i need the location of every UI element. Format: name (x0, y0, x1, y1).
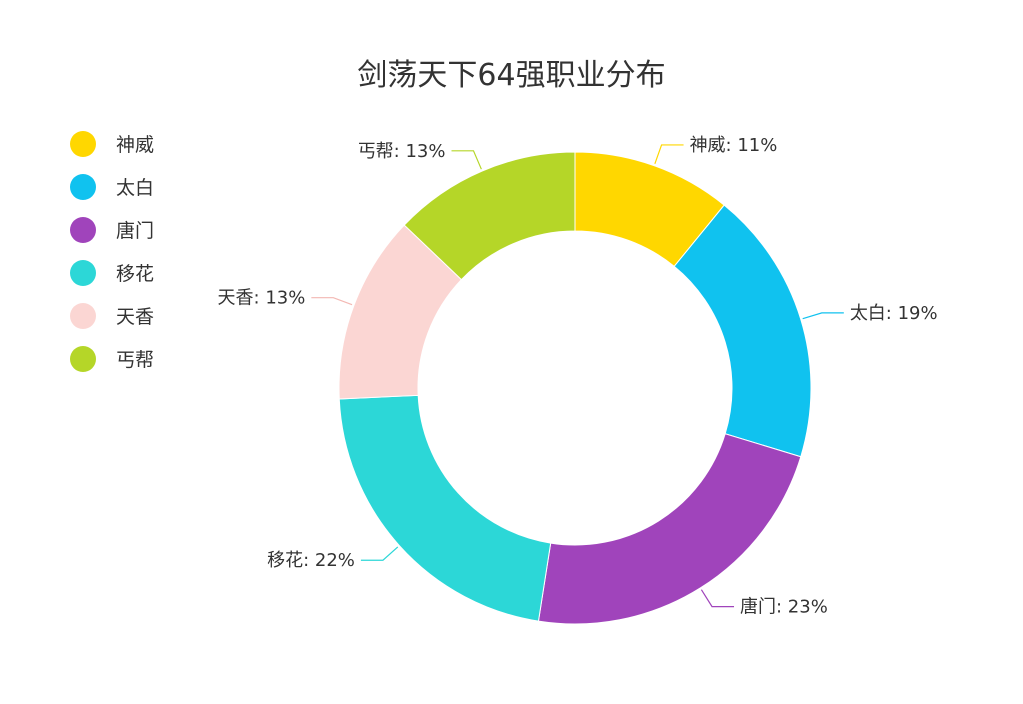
legend-item-yihua[interactable]: 移花 (70, 251, 154, 294)
chart-title: 剑荡天下64强职业分布 (357, 58, 666, 93)
legend-label-tianxiang: 天香 (116, 306, 155, 328)
slice-label-yihua: 移花: 22% (267, 550, 355, 571)
legend-swatch-yihua (70, 259, 96, 286)
slice-tangmen[interactable] (537, 433, 802, 625)
legend-item-tianxiang[interactable]: 天香 (70, 294, 154, 337)
legend-label-tangmen: 唐门 (116, 220, 155, 242)
legend-item-tangmen[interactable]: 唐门 (70, 208, 154, 251)
legend-item-taibai[interactable]: 太白 (70, 165, 154, 208)
slice-taibai[interactable] (673, 204, 812, 458)
legend-swatch-tangmen (70, 216, 96, 243)
legend: 神威 太白 唐门 移花 天香 丐帮 (70, 122, 154, 380)
slice-label-gaibang: 丐帮: 13% (358, 141, 446, 162)
leader-line-shenwei (654, 144, 684, 164)
legend-item-gaibang[interactable]: 丐帮 (70, 337, 154, 380)
slice-label-taibai: 太白: 19% (850, 303, 938, 324)
legend-label-shenwei: 神威 (116, 134, 155, 156)
legend-label-gaibang: 丐帮 (116, 349, 155, 371)
leader-line-taibai (802, 312, 844, 320)
legend-label-yihua: 移花 (116, 263, 155, 285)
leader-line-tianxiang (311, 297, 353, 306)
leader-line-yihua (360, 546, 399, 561)
legend-item-shenwei[interactable]: 神威 (70, 122, 154, 165)
slice-label-tianxiang: 天香: 13% (218, 288, 306, 309)
leader-line-gaibang (451, 150, 482, 170)
slice-label-tangmen: 唐门: 23% (740, 597, 828, 618)
leader-line-tangmen (700, 589, 735, 608)
legend-label-taibai: 太白 (116, 177, 155, 199)
slice-yihua[interactable] (338, 394, 552, 622)
legend-swatch-gaibang (70, 345, 96, 372)
slice-label-shenwei: 神威: 11% (690, 135, 778, 156)
slice-gaibang[interactable] (403, 151, 576, 281)
legend-swatch-shenwei (70, 130, 96, 157)
legend-swatch-tianxiang (70, 302, 96, 329)
legend-swatch-taibai (70, 173, 96, 200)
